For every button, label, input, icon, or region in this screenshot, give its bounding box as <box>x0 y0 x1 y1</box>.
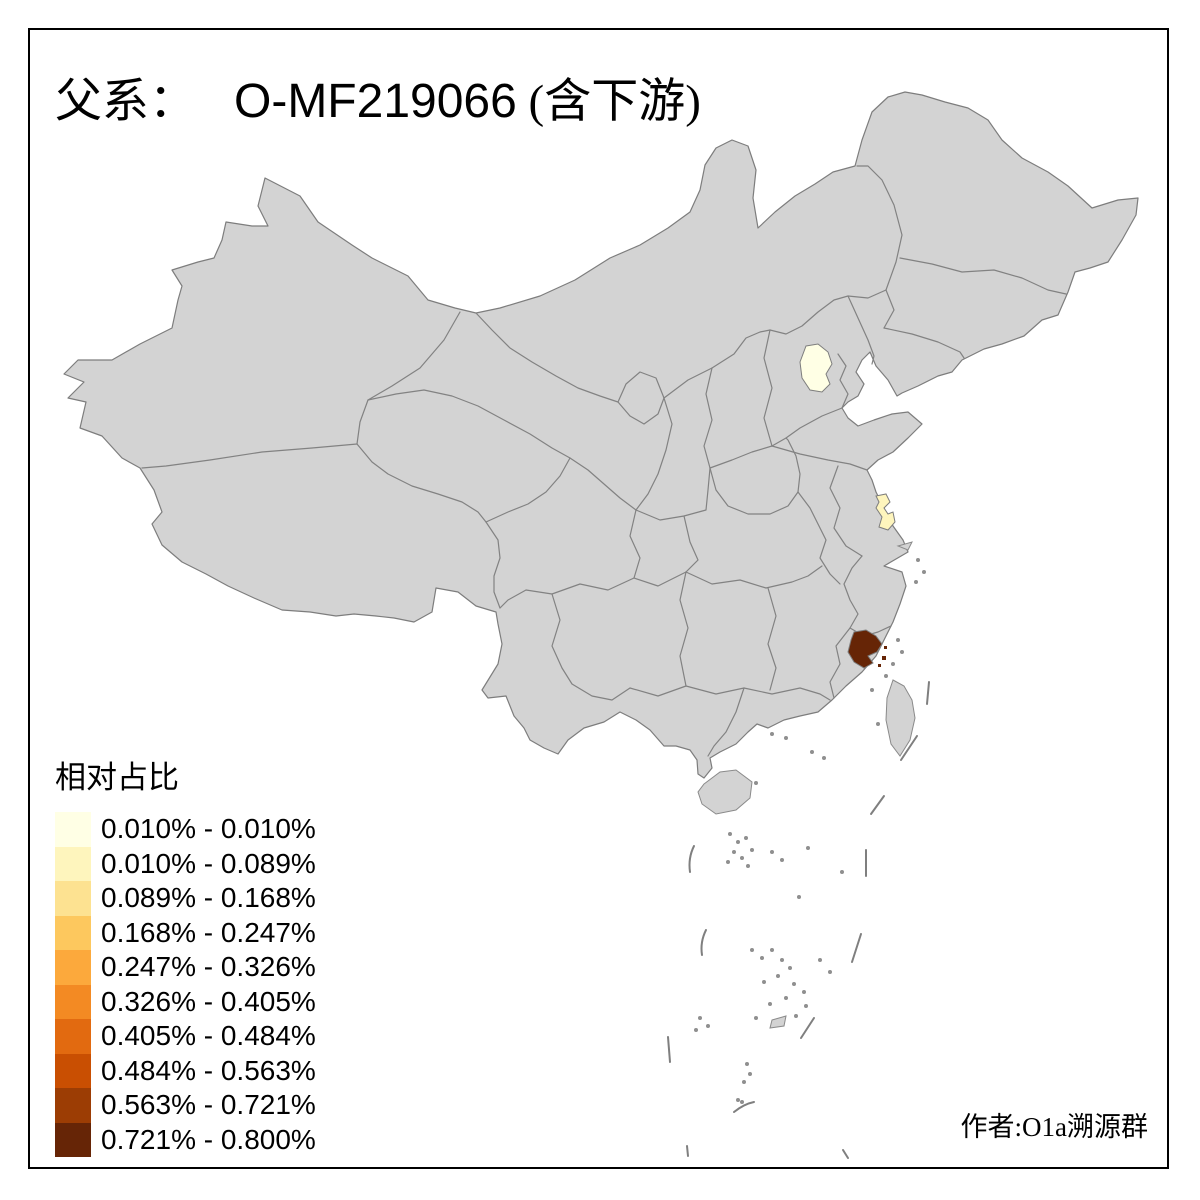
island-taiwan <box>885 679 916 757</box>
author-credit: 作者:O1a溯源群 <box>960 1112 1148 1142</box>
legend-row: 0.247% - 0.326% <box>55 950 316 985</box>
legend-label: 0.247% - 0.326% <box>101 951 316 982</box>
nine-dash-line <box>667 681 930 1159</box>
legend-label: 0.010% - 0.089% <box>101 847 316 879</box>
legend-label: 0.721% - 0.800% <box>101 1123 316 1155</box>
legend-row: 0.326% - 0.405% <box>55 984 316 1019</box>
legend-row: 0.405% - 0.484% <box>55 1019 316 1054</box>
legend-title: 相对占比 <box>55 760 179 795</box>
china-mainland <box>63 91 1139 779</box>
legend-swatch <box>55 915 91 950</box>
legend-row: 0.563% - 0.721% <box>55 1088 316 1123</box>
island-spratly-patch <box>769 1015 787 1029</box>
island-chongming <box>896 541 913 551</box>
legend-row: 0.484% - 0.563% <box>55 1053 316 1088</box>
legend: 相对占比 0.010% - 0.010% 0.010% - 0.089% 0.0… <box>55 752 316 1157</box>
legend-label: 0.089% - 0.168% <box>101 882 316 913</box>
islet-specks <box>694 558 926 1104</box>
title-haplogroup-code: O-MF219066 <box>234 75 517 128</box>
region-fujian-prefecture <box>847 629 883 669</box>
legend-swatch <box>55 846 91 881</box>
legend-row: 0.089% - 0.168% <box>55 881 316 916</box>
province-borders <box>141 165 1067 757</box>
legend-swatch <box>55 984 91 1019</box>
legend-label: 0.563% - 0.721% <box>101 1089 316 1120</box>
legend-row: 0.010% - 0.010% <box>55 812 316 847</box>
legend-label: 0.484% - 0.563% <box>101 1054 316 1086</box>
legend-swatch <box>55 812 91 847</box>
legend-swatch <box>55 1088 91 1123</box>
legend-row: 0.168% - 0.247% <box>55 915 316 950</box>
legend-row: 0.721% - 0.800% <box>55 1122 316 1157</box>
legend-swatch <box>55 1122 91 1157</box>
legend-swatch <box>55 1019 91 1054</box>
legend-label: 0.405% - 0.484% <box>101 1020 316 1051</box>
region-beijing <box>799 343 833 393</box>
legend-swatch <box>55 881 91 916</box>
legend-label: 0.326% - 0.405% <box>101 985 316 1017</box>
page-title: 父系： O-MF219066 (含下游) <box>55 62 701 131</box>
legend-label: 0.010% - 0.010% <box>101 813 316 844</box>
legend-swatch <box>55 950 91 985</box>
legend-swatch <box>55 1053 91 1088</box>
title-prefix: 父系： <box>55 76 196 128</box>
region-jiangsu-prefecture <box>875 493 896 531</box>
legend-row: 0.010% - 0.089% <box>55 846 316 881</box>
title-suffix: (含下游) <box>516 76 701 128</box>
legend-label: 0.168% - 0.247% <box>101 916 316 948</box>
island-hainan <box>697 769 753 815</box>
region-fujian-fragments <box>878 646 887 667</box>
